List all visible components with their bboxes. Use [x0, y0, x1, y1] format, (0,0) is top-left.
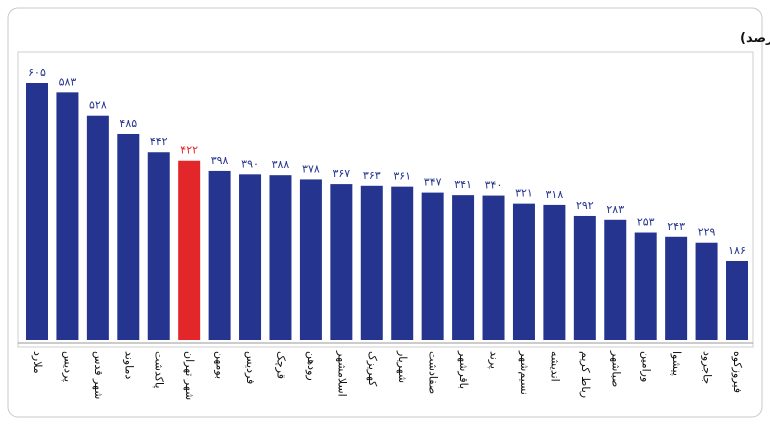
bar	[269, 175, 292, 340]
bar	[421, 192, 444, 340]
chart-title: تغییرات قیمت هر مترمربع زیربنای مسکونی م…	[740, 31, 770, 46]
x-tick-label: باقرشهر	[457, 350, 470, 389]
value-label: ۲۴۳	[667, 220, 685, 233]
x-tick-label: کهریزک	[366, 351, 379, 387]
x-tick-label: شهر قدس	[92, 351, 105, 399]
bar	[482, 195, 505, 340]
value-label: ۲۸۳	[606, 203, 624, 216]
bar	[452, 195, 475, 340]
value-label: ۵۲۸	[89, 99, 107, 112]
value-label: ۳۶۱	[393, 170, 411, 183]
x-tick-label: پاکدشت	[153, 351, 166, 388]
bar	[26, 83, 48, 340]
bar	[178, 160, 201, 340]
value-label: ۳۴۱	[454, 178, 472, 191]
bar	[360, 185, 383, 340]
x-tick-label: اندیشه	[548, 351, 561, 382]
value-label: ۳۹۰	[241, 157, 259, 170]
value-label: ۲۹۲	[576, 199, 594, 212]
x-tick-label: بومهن	[214, 351, 227, 379]
value-label: ۳۶۳	[363, 169, 381, 182]
value-label: ۶۰۵	[28, 66, 46, 79]
value-label: ۲۵۳	[637, 216, 655, 229]
value-label: ۵۸۳	[59, 75, 77, 88]
bar	[391, 186, 414, 340]
x-tick-label: فردیس	[244, 351, 257, 384]
bar	[208, 170, 231, 340]
x-tick-label: ورامین	[640, 351, 653, 382]
x-tick-label: قرچک	[274, 351, 287, 379]
bar	[117, 133, 140, 340]
x-tick-label: شهر تهران	[183, 351, 196, 400]
bar	[634, 232, 657, 340]
x-tick-label: ملارد	[31, 351, 44, 374]
bar	[147, 152, 170, 340]
x-tick-label: اسلامشهر	[335, 350, 348, 397]
value-label: ۳۲۱	[515, 187, 533, 200]
x-tick-label: پرند	[488, 351, 501, 369]
x-tick-label: رودهن	[305, 351, 318, 381]
value-label: ۳۶۷	[332, 167, 350, 180]
bar	[573, 215, 596, 340]
value-label: ۳۴۰	[485, 179, 503, 192]
value-label: ۴۸۵	[119, 117, 137, 130]
value-label: ۳۴۷	[424, 176, 442, 189]
x-tick-label: جاجرود	[701, 351, 714, 384]
bar	[726, 260, 748, 340]
value-label: ۳۸۸	[272, 158, 290, 171]
x-tick-label: پردیس	[61, 351, 74, 382]
x-tick-label: دماوند	[122, 351, 135, 379]
bar	[330, 184, 353, 340]
bar	[695, 242, 718, 340]
bar	[665, 236, 688, 340]
bar	[512, 203, 535, 340]
value-label: ۴۲۲	[180, 144, 198, 157]
bar	[543, 204, 566, 340]
x-tick-label: شهریار	[396, 350, 409, 383]
value-label: ۴۴۲	[150, 135, 168, 148]
x-tick-label: صباشهر	[609, 350, 622, 387]
bar	[56, 92, 79, 340]
value-label: ۱۸۶	[728, 244, 746, 257]
x-tick-label: رباط کریم	[579, 351, 592, 398]
bar	[239, 174, 262, 340]
plot-frame	[17, 51, 754, 348]
bar	[86, 115, 109, 340]
x-tick-label: پیشوا	[670, 351, 683, 376]
bar	[299, 179, 322, 340]
x-tick-label: نسیم‌شهر	[518, 350, 531, 395]
value-label: ۳۷۸	[302, 162, 320, 175]
x-tick-label: صفادشت	[427, 351, 440, 394]
x-tick-label: فیروزکوه	[731, 351, 744, 393]
value-label: ۳۹۸	[211, 154, 229, 167]
bar	[604, 219, 627, 340]
value-label: ۲۲۹	[698, 226, 716, 239]
value-label: ۳۱۸	[546, 188, 564, 201]
title-part: هر مترمربع زیربنای مسکونی معامله شده در …	[740, 31, 770, 46]
